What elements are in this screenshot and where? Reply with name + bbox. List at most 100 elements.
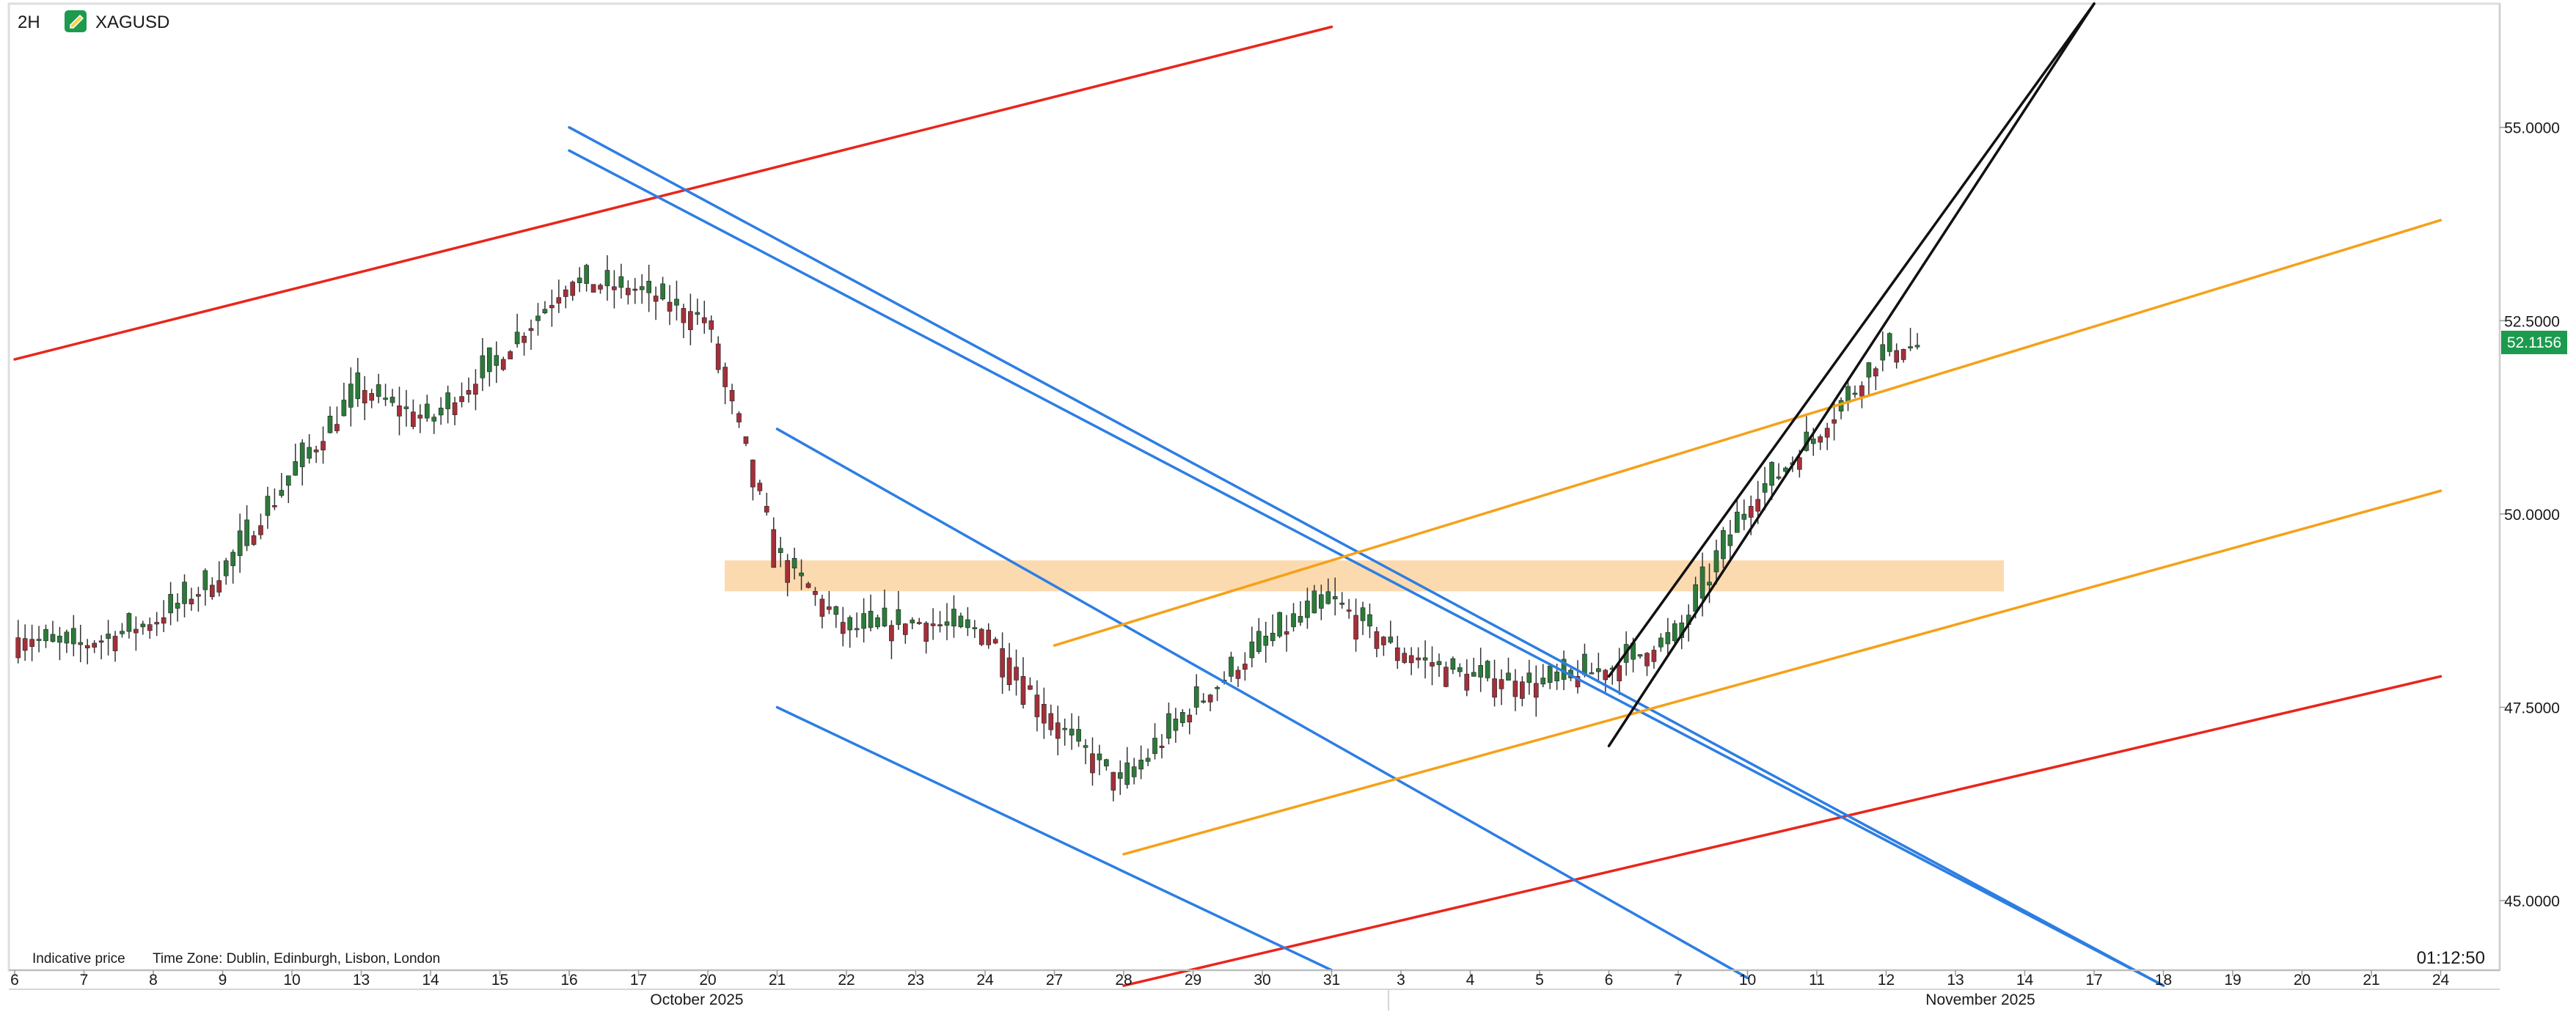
candle-body [487, 347, 492, 373]
candle-body [549, 304, 555, 309]
candle-body [1741, 513, 1747, 520]
candle-body [930, 623, 936, 626]
candle-body [1235, 670, 1241, 679]
black-channel-upper[interactable] [1607, 2, 2096, 678]
candle-body [1485, 661, 1490, 678]
blue-channel-upper[interactable] [775, 428, 1749, 980]
candle-body [36, 639, 42, 641]
candle-body [1637, 654, 1643, 657]
candle-body [182, 582, 187, 604]
candle-body [1207, 694, 1213, 703]
candle-body [1651, 650, 1657, 662]
candle-body [632, 288, 638, 291]
candle-body [258, 525, 263, 535]
time-tick-label: 13 [1947, 972, 1964, 989]
time-tick-label: 16 [560, 972, 577, 989]
symbol-label[interactable]: XAGUSD [95, 12, 169, 32]
candle-body [1332, 596, 1338, 600]
timeframe-label[interactable]: 2H [18, 12, 40, 32]
blue-falling-line-2[interactable] [568, 149, 2165, 987]
candle-body [604, 270, 610, 287]
blue-channel-lower[interactable] [775, 705, 1333, 972]
candle-body [1090, 753, 1095, 774]
candle-body [1464, 673, 1470, 691]
candle-body [1644, 653, 1650, 667]
candle-body [92, 642, 97, 648]
candle-body [431, 417, 437, 422]
candle-body [1042, 703, 1047, 724]
resistance-zone[interactable] [725, 560, 2004, 592]
candle-body [764, 506, 769, 513]
time-tick-label: 5 [1535, 972, 1544, 989]
candle-body [695, 312, 700, 315]
symbol-pencil-icon[interactable] [65, 10, 87, 32]
candle-body [1152, 738, 1157, 755]
candle-body [1006, 657, 1012, 685]
candle-body [1076, 729, 1081, 742]
candle-body [376, 384, 381, 397]
candle-body [1243, 664, 1248, 670]
bar-countdown: 01:12:50 [2417, 948, 2485, 968]
candle-body [1478, 664, 1483, 678]
candle-body [15, 637, 21, 659]
time-tick-label: 31 [1323, 972, 1340, 989]
candle-body [847, 617, 853, 631]
candle-body [1665, 632, 1671, 645]
candle-body [875, 617, 880, 628]
candle-body [978, 628, 984, 645]
red-upper-trendline[interactable] [13, 25, 1333, 361]
time-tick-label: 10 [283, 972, 300, 989]
candle-body [459, 396, 464, 403]
orange-upper-line[interactable] [1053, 219, 2443, 647]
blue-falling-line-1[interactable] [568, 125, 2165, 987]
candle-body [563, 289, 568, 297]
time-tick-label: 4 [1466, 972, 1475, 989]
candle-body [1908, 346, 1913, 349]
timezone-note[interactable]: Time Zone: Dublin, Edinburgh, Lisbon, Lo… [153, 951, 440, 967]
candle-body [1727, 534, 1733, 546]
candle-body [293, 461, 299, 476]
candle-body [1062, 727, 1067, 730]
candle-body [1866, 362, 1872, 378]
candle-body [1783, 467, 1788, 472]
candle-body [1166, 713, 1171, 738]
candle-body [1311, 590, 1317, 614]
orange-lower-line[interactable] [1122, 489, 2443, 856]
candle-body [175, 603, 180, 609]
candle-body [1325, 591, 1331, 604]
time-tick-label: 27 [1046, 972, 1063, 989]
candle-body [307, 447, 312, 459]
time-tick-label: 24 [2432, 972, 2450, 989]
black-channel-lower[interactable] [1607, 2, 2096, 747]
candle-body [584, 265, 589, 284]
candle-body [1713, 550, 1719, 573]
candle-body [639, 286, 645, 290]
candle-body [223, 560, 229, 576]
candle-body [22, 638, 28, 651]
candle-body [1526, 672, 1532, 683]
candle-body [334, 424, 340, 431]
candle-body [791, 557, 797, 569]
candle-body [508, 351, 513, 359]
candle-body [903, 623, 908, 635]
candle-body [1721, 530, 1726, 560]
candle-body [1748, 506, 1754, 518]
red-lower-trendline[interactable] [1122, 675, 2443, 987]
candle-body [120, 631, 125, 634]
candle-body [722, 367, 728, 387]
candle-body [618, 276, 624, 288]
candle-body [1596, 668, 1601, 672]
candle-body [1305, 601, 1310, 618]
candle-body [313, 450, 319, 452]
candle-body [98, 640, 104, 643]
candle-body [1402, 653, 1408, 663]
candle-body [202, 570, 208, 590]
candle-body [189, 598, 194, 604]
candle-body [1159, 745, 1165, 748]
candle-body [1506, 672, 1511, 681]
candle-body [355, 372, 361, 400]
candle-body [50, 634, 56, 642]
candle-body [1256, 631, 1262, 652]
